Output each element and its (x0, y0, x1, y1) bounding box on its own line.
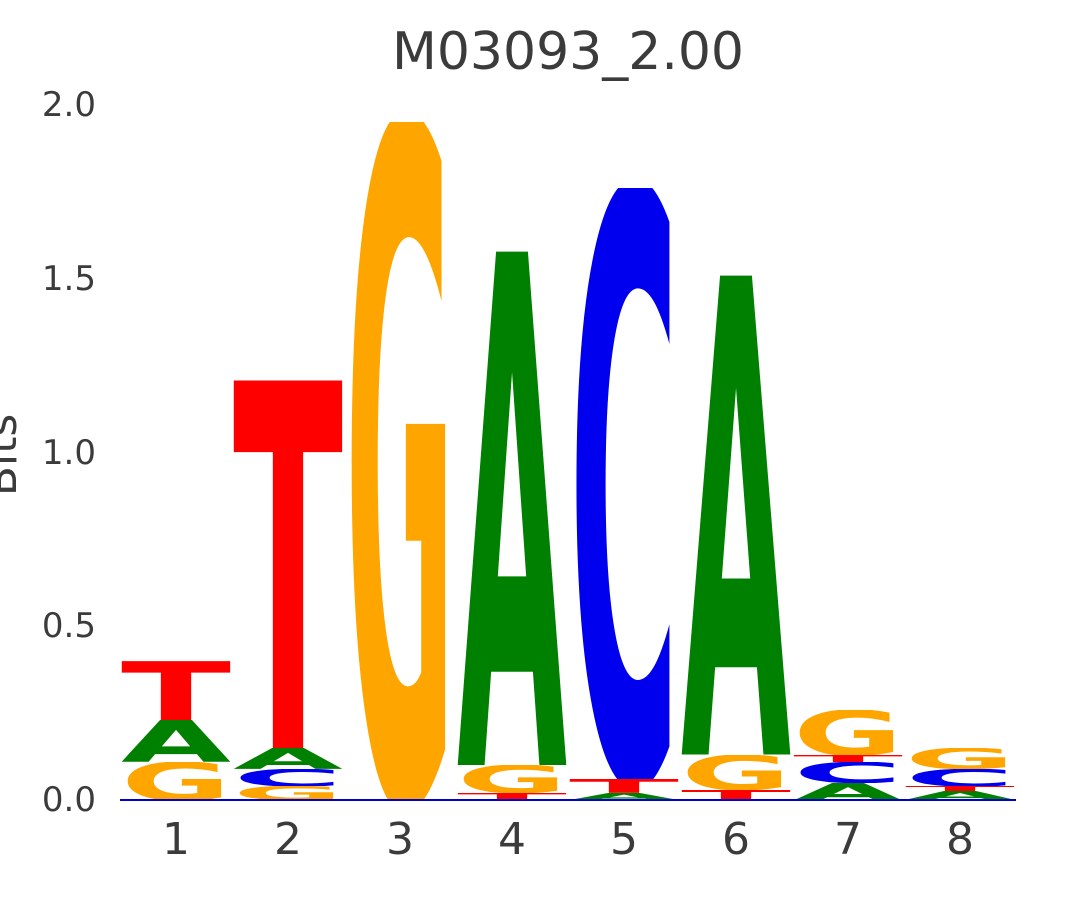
svg-text:T: T (569, 779, 679, 793)
svg-text:G: G (681, 755, 791, 790)
logo-column-3: G (344, 105, 456, 800)
svg-text:C: C (233, 769, 343, 786)
logo-letter-C: C (793, 762, 903, 783)
logo-letter-A: A (905, 791, 1015, 800)
chart-title: M03093_2.00 (391, 22, 745, 82)
svg-text:G: G (905, 748, 1015, 769)
x-tick-label: 3 (386, 814, 414, 865)
y-tick-label: 0.0 (41, 780, 96, 820)
logo-letter-G: G (457, 765, 567, 793)
logo-letter-T: T (905, 786, 1015, 791)
svg-text:C: C (905, 769, 1015, 786)
svg-text:T: T (681, 790, 791, 800)
svg-text:A: A (457, 251, 567, 765)
svg-text:A: A (793, 783, 903, 800)
svg-text:G: G (121, 762, 231, 800)
logo-letter-A: A (457, 251, 567, 765)
logo-letter-A: A (233, 748, 343, 769)
logo-letter-T: T (569, 779, 679, 793)
x-tick-label: 7 (834, 814, 862, 865)
logo-letter-A: A (121, 720, 231, 762)
x-tick-label: 6 (722, 814, 750, 865)
svg-text:A: A (121, 720, 231, 762)
logo-letter-C: C (233, 769, 343, 786)
logo-letter-G: G (121, 762, 231, 800)
logo-letter-G: G (233, 786, 343, 800)
logo-letter-A: A (793, 783, 903, 800)
logo-letter-G: G (793, 710, 903, 755)
x-tick-labels: 1 2 3 4 5 6 7 8 (120, 814, 1016, 874)
logo-letter-T: T (457, 793, 567, 800)
x-tick-label: 4 (498, 814, 526, 865)
y-tick-label: 1.0 (41, 432, 96, 473)
svg-text:C: C (793, 762, 903, 783)
logo-letter-C: C (905, 769, 1015, 786)
svg-text:A: A (681, 275, 791, 755)
x-tick-label: 2 (274, 814, 302, 865)
logo-letter-T: T (681, 790, 791, 800)
svg-text:G: G (233, 786, 343, 800)
logo-letter-T: T (121, 661, 231, 720)
svg-text:G: G (457, 765, 567, 793)
y-tick-label: 2.0 (41, 85, 96, 125)
logo-letter-T: T (233, 380, 343, 748)
y-tick-label: 0.5 (41, 606, 96, 647)
logo-letter-C: C (569, 188, 679, 779)
logo-letter-A: A (569, 793, 679, 800)
svg-text:C: C (569, 188, 679, 779)
svg-text:T: T (905, 786, 1015, 791)
logo-letter-G: G (905, 748, 1015, 769)
svg-text:T: T (233, 380, 343, 748)
svg-text:G: G (793, 710, 903, 755)
svg-text:A: A (233, 748, 343, 769)
logo-letter-T: T (793, 755, 903, 762)
svg-text:A: A (905, 791, 1015, 800)
x-tick-label: 5 (610, 814, 638, 865)
svg-text:T: T (121, 661, 231, 720)
svg-text:G: G (345, 122, 455, 800)
logo-letter-G: G (345, 122, 455, 800)
logo-letter-G: G (681, 755, 791, 790)
y-tick-label: 1.5 (41, 258, 96, 299)
y-tick-labels: 0.0 0.5 1.0 1.5 2.0 (0, 87, 102, 818)
x-axis-baseline (120, 799, 1016, 801)
x-tick-label: 1 (162, 814, 190, 865)
logo-letter-A: A (681, 275, 791, 755)
svg-text:T: T (793, 755, 903, 762)
svg-text:T: T (457, 793, 567, 800)
x-tick-label: 8 (946, 814, 974, 865)
svg-text:A: A (569, 793, 679, 800)
